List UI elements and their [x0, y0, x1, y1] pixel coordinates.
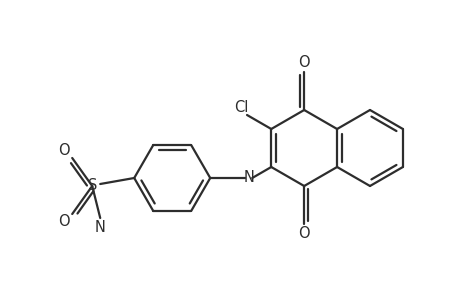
Text: O: O	[58, 142, 70, 158]
Text: O: O	[298, 55, 309, 70]
Text: Cl: Cl	[233, 100, 248, 115]
Text: O: O	[58, 214, 70, 230]
Text: N: N	[243, 170, 254, 185]
Text: N: N	[95, 220, 106, 236]
Text: S: S	[87, 178, 97, 194]
Text: O: O	[298, 226, 309, 242]
